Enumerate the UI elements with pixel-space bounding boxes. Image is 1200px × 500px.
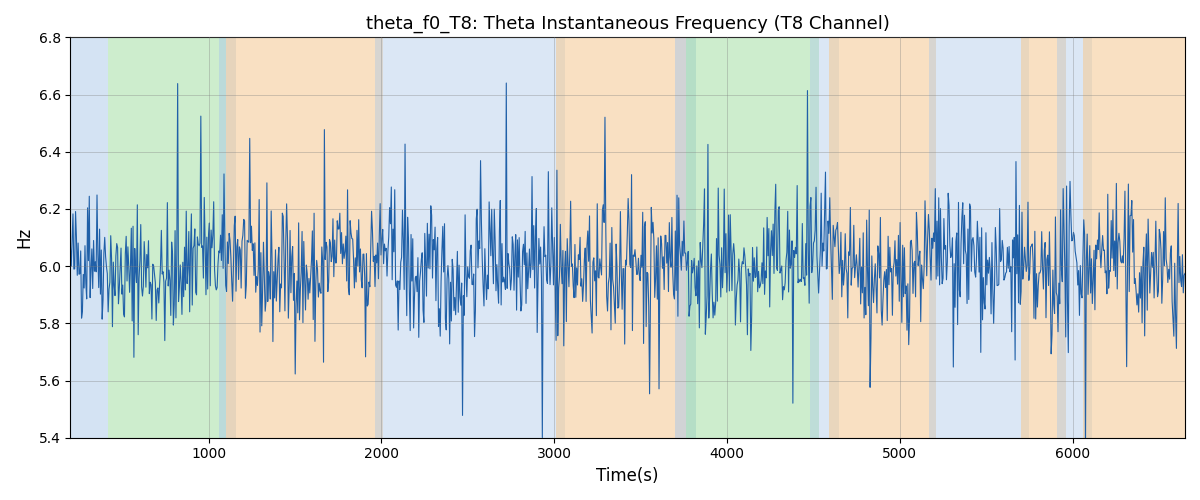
Bar (929, 38, 1030, 438)
Bar (676, 38, 696, 438)
Title: theta_f0_T8: Theta Instantaneous Frequency (T8 Channel): theta_f0_T8: Theta Instantaneous Frequen… (366, 15, 889, 34)
Bar (220, 38, 236, 438)
Bar (1057, 38, 1092, 438)
Bar (829, 38, 936, 438)
Y-axis label: Hz: Hz (14, 227, 32, 248)
Bar (1021, 38, 1066, 438)
Bar (1084, 38, 1186, 438)
Bar (108, 38, 226, 438)
Bar (685, 38, 818, 438)
Bar (226, 38, 383, 438)
Bar (556, 38, 685, 438)
X-axis label: Time(s): Time(s) (596, 467, 659, 485)
Bar (810, 38, 839, 438)
Bar (71, 38, 108, 438)
Bar (374, 38, 565, 438)
